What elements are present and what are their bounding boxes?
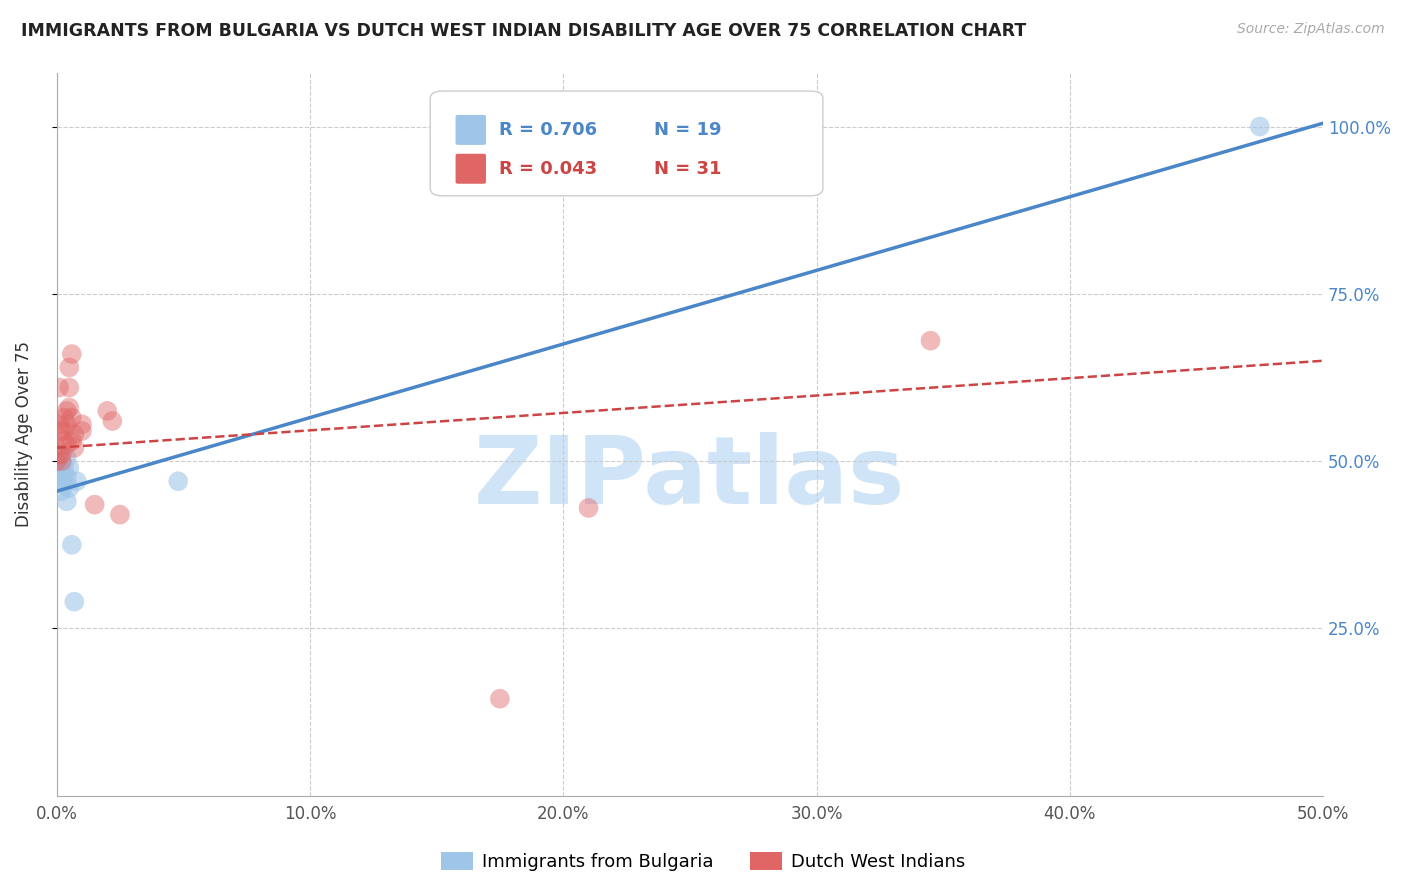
- Point: [60, 347, 83, 361]
- Point: [578, 500, 600, 515]
- Point: [66, 474, 89, 488]
- Point: [55, 450, 77, 465]
- Point: [70, 417, 93, 432]
- Point: [96, 404, 118, 418]
- Point: [53, 434, 76, 448]
- Point: [53, 424, 76, 438]
- FancyBboxPatch shape: [456, 115, 486, 145]
- Text: R = 0.043: R = 0.043: [499, 160, 596, 178]
- Point: [48, 417, 70, 432]
- Point: [55, 437, 77, 451]
- Point: [70, 424, 93, 438]
- Point: [51, 454, 73, 468]
- Point: [63, 427, 86, 442]
- Point: [48, 460, 70, 475]
- Text: IMMIGRANTS FROM BULGARIA VS DUTCH WEST INDIAN DISABILITY AGE OVER 75 CORRELATION: IMMIGRANTS FROM BULGARIA VS DUTCH WEST I…: [21, 22, 1026, 40]
- FancyBboxPatch shape: [430, 91, 823, 196]
- Point: [63, 441, 86, 455]
- Point: [58, 481, 80, 495]
- Point: [60, 434, 83, 448]
- Point: [58, 460, 80, 475]
- Point: [51, 424, 73, 438]
- Point: [55, 404, 77, 418]
- Point: [58, 380, 80, 394]
- Point: [53, 467, 76, 482]
- Point: [55, 471, 77, 485]
- Point: [48, 380, 70, 394]
- Point: [108, 508, 131, 522]
- Text: R = 0.706: R = 0.706: [499, 121, 596, 139]
- Legend: Immigrants from Bulgaria, Dutch West Indians: Immigrants from Bulgaria, Dutch West Ind…: [433, 845, 973, 879]
- Point: [45, 454, 67, 468]
- Point: [53, 477, 76, 491]
- Text: N = 31: N = 31: [654, 160, 721, 178]
- Point: [51, 454, 73, 468]
- Point: [60, 410, 83, 425]
- Point: [1249, 120, 1271, 134]
- Point: [58, 360, 80, 375]
- Point: [489, 691, 512, 706]
- Point: [45, 441, 67, 455]
- Point: [920, 334, 942, 348]
- Point: [60, 538, 83, 552]
- FancyBboxPatch shape: [456, 153, 486, 184]
- Point: [63, 595, 86, 609]
- Point: [101, 414, 124, 428]
- Point: [55, 417, 77, 432]
- Point: [51, 464, 73, 478]
- Point: [167, 474, 190, 488]
- Y-axis label: Disability Age Over 75: Disability Age Over 75: [15, 342, 32, 527]
- Text: N = 19: N = 19: [654, 121, 721, 139]
- Point: [51, 484, 73, 499]
- Point: [58, 401, 80, 415]
- Point: [53, 460, 76, 475]
- Text: ZIPatlas: ZIPatlas: [474, 432, 905, 524]
- Point: [45, 467, 67, 482]
- Point: [55, 494, 77, 508]
- Point: [53, 410, 76, 425]
- Point: [51, 447, 73, 461]
- Text: Source: ZipAtlas.com: Source: ZipAtlas.com: [1237, 22, 1385, 37]
- Point: [48, 474, 70, 488]
- Point: [83, 498, 105, 512]
- Point: [48, 447, 70, 461]
